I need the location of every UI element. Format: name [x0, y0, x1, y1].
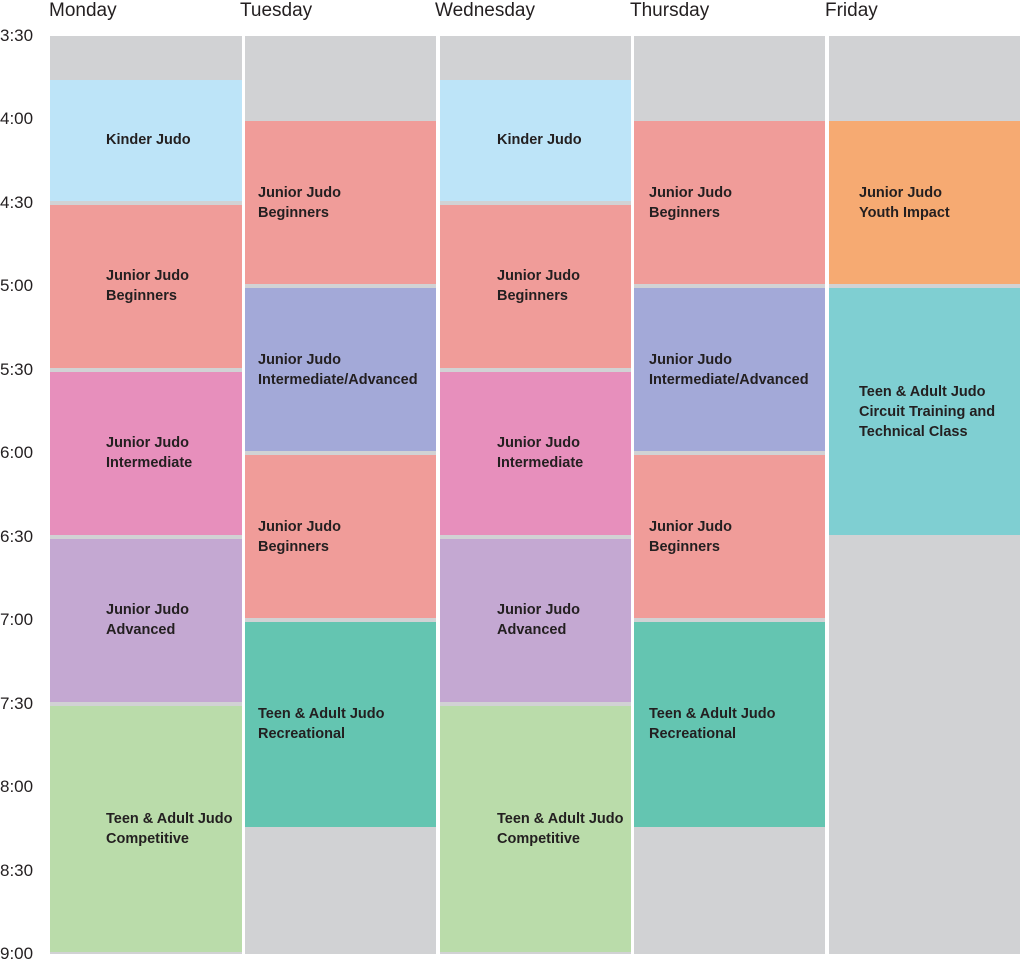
- day-column-monday: Kinder Judo Junior Judo Beginners Junior J…: [50, 36, 242, 954]
- time-label: 4:00: [0, 109, 34, 129]
- class-label: Kinder Judo: [106, 132, 191, 149]
- day-column-tuesday: Junior Judo Beginners Junior Judo Interme…: [245, 36, 436, 954]
- day-column-friday: Junior Judo Youth Impact Teen & Adult Jud…: [829, 36, 1020, 954]
- class-block[interactable]: Junior Judo Beginners: [634, 455, 825, 619]
- class-label: Junior Judo Beginners: [106, 268, 189, 305]
- class-label: Teen & Adult Judo Competitive: [497, 810, 624, 847]
- time-label: 7:30: [0, 693, 34, 713]
- class-block[interactable]: Kinder Judo: [50, 79, 242, 201]
- day-header-thursday: Thursday: [630, 0, 710, 21]
- class-label: Junior Judo Beginners: [649, 184, 732, 221]
- day-column-wednesday: Kinder Judo Junior Judo Beginners Junior J…: [440, 36, 631, 954]
- class-label: Kinder Judo: [497, 132, 582, 149]
- class-label: Junior Judo Beginners: [649, 518, 732, 555]
- class-block[interactable]: Junior Judo Beginners: [440, 204, 631, 368]
- class-label: Teen & Adult Judo Recreational: [258, 706, 385, 743]
- class-block[interactable]: Junior Judo Beginners: [50, 204, 242, 368]
- time-label: 8:00: [0, 777, 34, 797]
- class-block[interactable]: Junior Judo Advanced: [50, 538, 242, 702]
- class-label: Junior Judo Beginners: [497, 268, 580, 305]
- time-label: 6:00: [0, 443, 34, 463]
- class-label: Junior Judo Intermediate: [497, 435, 584, 472]
- class-block[interactable]: Junior Judo Intermediate: [50, 371, 242, 535]
- day-column-thursday: Junior Judo Beginners Junior Judo Interme…: [634, 36, 825, 954]
- class-label: Teen & Adult Judo Competitive: [106, 810, 233, 847]
- time-label: 5:30: [0, 359, 34, 379]
- class-label: Junior Judo Youth Impact: [859, 184, 950, 221]
- class-block[interactable]: Junior Judo Intermediate/Advanced: [245, 288, 436, 452]
- day-header-friday: Friday: [825, 0, 878, 21]
- class-block[interactable]: Teen & Adult Judo Competitive: [440, 705, 631, 952]
- time-label: 7:00: [0, 610, 34, 630]
- class-label: Junior Judo Advanced: [497, 602, 580, 639]
- class-label: Junior Judo Beginners: [258, 518, 341, 555]
- time-label: 8:30: [0, 860, 34, 880]
- class-label: Junior Judo Intermediate/Advanced: [649, 351, 809, 388]
- time-label: 5:00: [0, 276, 34, 296]
- class-label: Junior Judo Beginners: [258, 184, 341, 221]
- day-header-monday: Monday: [49, 0, 117, 21]
- class-label: Junior Judo Advanced: [106, 602, 189, 639]
- class-block[interactable]: Teen & Adult Judo Competitive: [50, 705, 242, 952]
- class-block[interactable]: Kinder Judo: [440, 79, 631, 201]
- day-header-tuesday: Tuesday: [240, 0, 313, 21]
- day-header-wednesday: Wednesday: [435, 0, 535, 21]
- time-label: 6:30: [0, 526, 34, 546]
- class-label: Junior Judo Intermediate: [106, 435, 193, 472]
- class-block[interactable]: Junior Judo Beginners: [245, 121, 436, 285]
- class-block[interactable]: Teen & Adult Judo Circuit Training and T…: [829, 288, 1020, 535]
- class-block[interactable]: Teen & Adult Judo Recreational: [634, 622, 825, 827]
- class-block[interactable]: Junior Judo Advanced: [440, 538, 631, 702]
- time-label: 3:30: [0, 26, 34, 45]
- class-block[interactable]: Junior Judo Intermediate: [440, 371, 631, 535]
- class-block[interactable]: Junior Judo Beginners: [634, 121, 825, 285]
- class-block[interactable]: Junior Judo Beginners: [245, 455, 436, 619]
- class-label: Teen & Adult Judo Recreational: [649, 706, 776, 743]
- time-label: 9:00: [0, 944, 34, 963]
- time-label: 4:30: [0, 192, 34, 212]
- class-label: Junior Judo Intermediate/Advanced: [258, 351, 418, 388]
- class-label: Teen & Adult Judo Circuit Training and T…: [859, 383, 996, 440]
- class-block[interactable]: Teen & Adult Judo Recreational: [245, 622, 436, 827]
- class-block[interactable]: Junior Judo Youth Impact: [829, 121, 1020, 285]
- class-block[interactable]: Junior Judo Intermediate/Advanced: [634, 288, 825, 452]
